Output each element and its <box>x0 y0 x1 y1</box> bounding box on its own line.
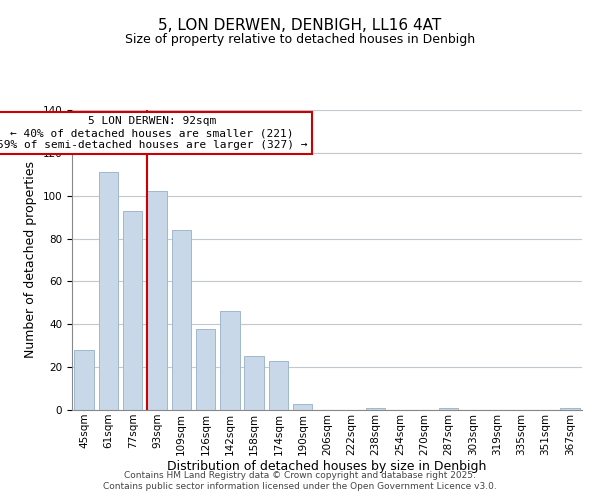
Bar <box>560 408 580 410</box>
Bar <box>220 312 239 410</box>
Text: 5, LON DERWEN, DENBIGH, LL16 4AT: 5, LON DERWEN, DENBIGH, LL16 4AT <box>158 18 442 32</box>
Bar <box>172 230 191 410</box>
Bar <box>269 360 288 410</box>
Bar <box>439 408 458 410</box>
Bar <box>99 172 118 410</box>
Bar <box>293 404 313 410</box>
Text: Size of property relative to detached houses in Denbigh: Size of property relative to detached ho… <box>125 32 475 46</box>
Y-axis label: Number of detached properties: Number of detached properties <box>24 162 37 358</box>
Bar <box>123 210 142 410</box>
Bar <box>366 408 385 410</box>
Bar <box>147 192 167 410</box>
Text: 5 LON DERWEN: 92sqm
← 40% of detached houses are smaller (221)
59% of semi-detac: 5 LON DERWEN: 92sqm ← 40% of detached ho… <box>0 116 307 150</box>
Text: Contains public sector information licensed under the Open Government Licence v3: Contains public sector information licen… <box>103 482 497 491</box>
Bar <box>196 328 215 410</box>
Text: Contains HM Land Registry data © Crown copyright and database right 2025.: Contains HM Land Registry data © Crown c… <box>124 471 476 480</box>
Bar <box>74 350 94 410</box>
Bar <box>244 356 264 410</box>
X-axis label: Distribution of detached houses by size in Denbigh: Distribution of detached houses by size … <box>167 460 487 473</box>
